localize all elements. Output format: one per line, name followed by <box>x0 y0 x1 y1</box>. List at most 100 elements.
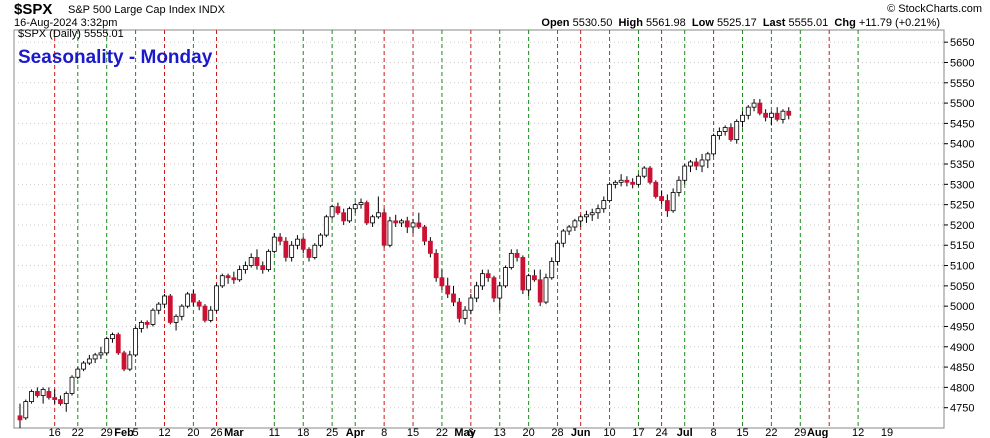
candle[interactable] <box>491 277 497 299</box>
candle[interactable] <box>237 269 243 281</box>
candle[interactable] <box>745 106 751 116</box>
candle[interactable] <box>676 179 682 193</box>
candle[interactable] <box>670 192 676 212</box>
candle[interactable] <box>514 252 520 258</box>
candle[interactable] <box>306 248 312 258</box>
candle[interactable] <box>526 275 532 291</box>
candle[interactable] <box>433 252 439 279</box>
candle[interactable] <box>716 131 722 136</box>
candle[interactable] <box>555 242 560 262</box>
candle[interactable] <box>774 112 780 120</box>
candle[interactable] <box>156 303 162 311</box>
candle[interactable] <box>370 216 375 224</box>
candle[interactable] <box>40 389 46 396</box>
candle[interactable] <box>115 334 121 354</box>
candle[interactable] <box>144 322 150 325</box>
candle[interactable] <box>208 309 214 321</box>
candles[interactable] <box>17 99 792 428</box>
candle[interactable] <box>375 212 381 218</box>
candle[interactable] <box>81 362 86 370</box>
candle[interactable] <box>520 257 526 291</box>
candle[interactable] <box>225 275 231 279</box>
candle[interactable] <box>404 220 410 228</box>
candle[interactable] <box>607 183 612 201</box>
candle[interactable] <box>312 244 318 258</box>
candle[interactable] <box>196 301 202 307</box>
candle[interactable] <box>728 127 734 141</box>
candle[interactable] <box>190 293 196 303</box>
candle[interactable] <box>462 309 468 319</box>
candle[interactable] <box>86 358 92 364</box>
candle[interactable] <box>179 305 185 317</box>
candle[interactable] <box>335 206 341 214</box>
candle[interactable] <box>451 293 456 303</box>
candle[interactable] <box>266 250 271 271</box>
candle[interactable] <box>162 295 167 305</box>
candle[interactable] <box>659 196 664 201</box>
candle[interactable] <box>58 399 63 405</box>
candle[interactable] <box>688 161 693 167</box>
candle[interactable] <box>133 328 139 356</box>
candle[interactable] <box>364 202 370 224</box>
candle[interactable] <box>641 167 647 177</box>
candle[interactable] <box>543 277 549 303</box>
candle[interactable] <box>231 277 237 281</box>
candle[interactable] <box>601 200 607 210</box>
candle[interactable] <box>734 120 740 141</box>
candle[interactable] <box>549 261 555 279</box>
candle[interactable] <box>705 153 711 161</box>
candle[interactable] <box>341 212 347 222</box>
candle[interactable] <box>150 309 156 325</box>
candle[interactable] <box>323 216 329 236</box>
candle[interactable] <box>445 285 451 295</box>
candle[interactable] <box>416 222 422 228</box>
candle[interactable] <box>104 338 110 354</box>
candle[interactable] <box>636 175 641 185</box>
candle[interactable] <box>479 273 485 287</box>
candle[interactable] <box>682 165 688 181</box>
candle[interactable] <box>693 161 699 167</box>
candle[interactable] <box>219 275 225 287</box>
candle[interactable] <box>572 220 578 228</box>
candle[interactable] <box>740 114 745 122</box>
candle[interactable] <box>52 397 58 400</box>
candle[interactable] <box>711 135 716 155</box>
candle[interactable] <box>618 179 624 183</box>
candle[interactable] <box>508 252 514 268</box>
candle[interactable] <box>295 238 300 246</box>
candle[interactable] <box>34 391 40 396</box>
candle[interactable] <box>595 208 601 214</box>
candle[interactable] <box>17 415 23 421</box>
candle[interactable] <box>664 200 670 212</box>
candle[interactable] <box>277 236 283 242</box>
candle[interactable] <box>624 179 630 183</box>
candle[interactable] <box>630 181 636 185</box>
candle[interactable] <box>387 220 393 246</box>
candle[interactable] <box>578 216 584 222</box>
candle[interactable] <box>248 257 254 266</box>
candle[interactable] <box>75 368 81 378</box>
candle[interactable] <box>381 212 387 246</box>
candle[interactable] <box>566 226 572 232</box>
candle[interactable] <box>29 391 34 403</box>
candle[interactable] <box>468 297 474 311</box>
candle[interactable] <box>358 202 364 206</box>
candle[interactable] <box>497 285 503 299</box>
candle[interactable] <box>769 112 774 118</box>
candle[interactable] <box>214 285 219 311</box>
candle[interactable] <box>560 230 566 244</box>
candle[interactable] <box>422 226 428 242</box>
candle[interactable] <box>410 222 416 228</box>
candle[interactable] <box>352 204 358 210</box>
candle[interactable] <box>537 279 543 303</box>
candle[interactable] <box>532 275 537 281</box>
candle[interactable] <box>757 102 763 114</box>
candle[interactable] <box>589 212 595 216</box>
candle[interactable] <box>763 112 769 118</box>
candle[interactable] <box>185 293 191 307</box>
candle[interactable] <box>485 273 491 279</box>
candle[interactable] <box>318 234 323 246</box>
candle[interactable] <box>347 208 352 222</box>
candle[interactable] <box>127 354 133 370</box>
